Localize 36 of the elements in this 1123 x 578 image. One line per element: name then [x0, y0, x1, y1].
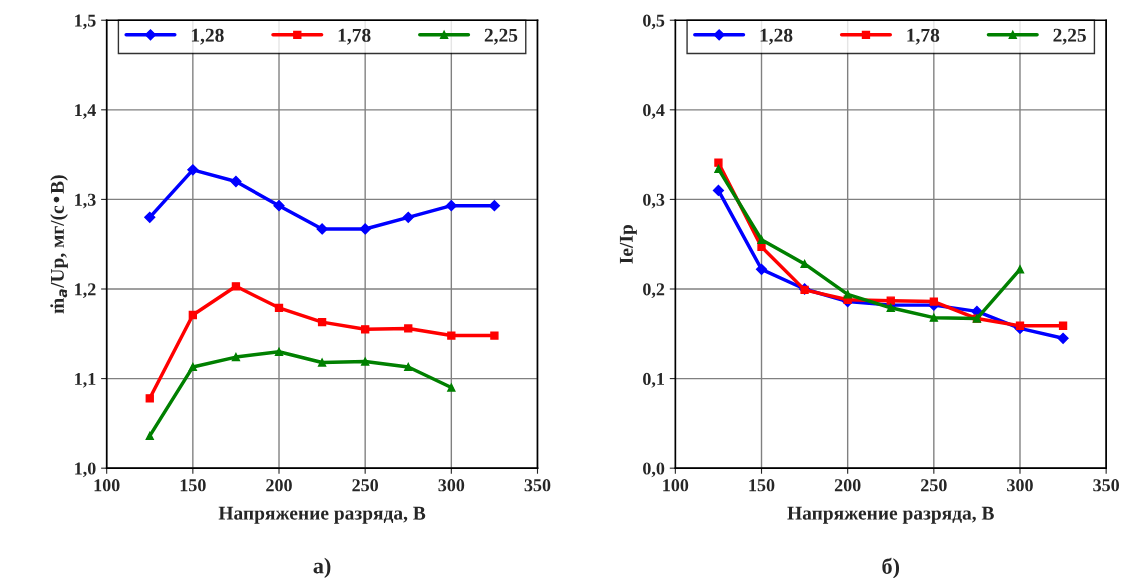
- x-tick-label: 250: [352, 479, 379, 492]
- legend-label: 2,25: [1053, 28, 1086, 45]
- y-tick-label: 1,0: [75, 462, 96, 478]
- x-tick-label: 350: [1093, 479, 1120, 492]
- text: а): [313, 557, 331, 578]
- x-tick-label: 250: [921, 479, 947, 492]
- y-tick-label: 0,2: [643, 283, 665, 299]
- legend-label: 1,28: [191, 28, 224, 45]
- text: б): [882, 557, 900, 578]
- x-tick-label: 300: [1007, 479, 1033, 492]
- x-tick-label: 350: [524, 479, 551, 492]
- legend-label: 1,28: [760, 28, 793, 45]
- y-tick-label: 1,2: [75, 283, 96, 299]
- legend-label: 1,78: [907, 28, 940, 45]
- x-tick-label: 100: [94, 479, 120, 492]
- y-tick-label: 0,5: [643, 14, 665, 30]
- x-tick-label: 200: [266, 479, 292, 492]
- x-tick-label: 200: [834, 479, 861, 492]
- x-axis-title: Напряжение разряда, В: [787, 506, 994, 524]
- y-tick-label: 1,3: [75, 193, 96, 209]
- x-tick-label: 150: [180, 479, 206, 492]
- y-axis-title: Ie/Ip: [619, 225, 637, 264]
- y-tick-label: 1,5: [75, 14, 96, 30]
- legend-label: 2,25: [484, 28, 518, 45]
- x-tick-label: 300: [438, 479, 465, 492]
- legend-label: 1,78: [338, 28, 371, 45]
- y-tick-label: 0,3: [643, 193, 665, 209]
- y-tick-label: 0,1: [643, 372, 664, 388]
- y-tick-label: 0,0: [643, 462, 665, 478]
- y-tick-label: 0,4: [643, 104, 665, 119]
- y-tick-label: 1,1: [75, 372, 96, 388]
- y-tick-label: 1,4: [75, 104, 96, 119]
- y-axis-title: ṁ$_{a}$/Up, мг/(с•В): [50, 175, 68, 314]
- x-axis-title: Напряжение разряда, В: [218, 506, 426, 524]
- x-tick-label: 100: [663, 479, 689, 492]
- x-tick-label: 150: [749, 479, 775, 492]
